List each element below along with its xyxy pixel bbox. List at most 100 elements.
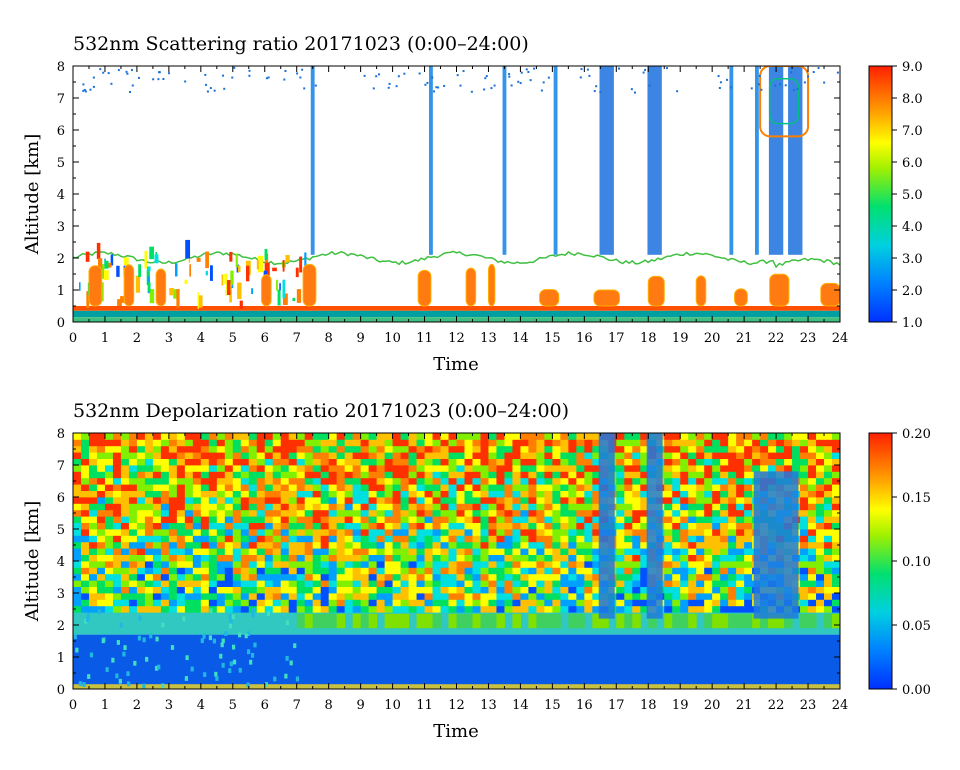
noise-cell — [592, 548, 601, 555]
noise-cell — [616, 567, 625, 575]
noise-cell — [256, 605, 266, 613]
noise-cell — [224, 452, 234, 459]
noise-cell — [632, 490, 641, 498]
noise-cell — [584, 516, 593, 523]
noise-cell — [296, 599, 306, 607]
noise-cell — [184, 445, 194, 453]
noise-cell — [200, 458, 210, 466]
noise-cell — [784, 452, 793, 459]
transition-cell — [328, 613, 338, 629]
noise-cell — [280, 561, 290, 568]
noise-cell — [736, 541, 745, 549]
noise-cell — [360, 593, 370, 600]
noise-cell — [696, 561, 705, 568]
noise-cell — [520, 458, 529, 466]
noise-cell — [616, 509, 625, 517]
noise-cell — [304, 465, 314, 472]
noise-cell — [832, 516, 840, 523]
noise-cell — [824, 548, 833, 555]
noise-cell — [552, 554, 561, 562]
noise-cell — [256, 573, 266, 581]
noise-cell — [640, 477, 649, 485]
aerosol-cell — [144, 250, 147, 269]
noise-cell — [464, 452, 473, 459]
noise-cell — [112, 458, 122, 466]
noise-speck — [431, 76, 434, 79]
noise-cell — [488, 529, 497, 536]
noise-cell — [320, 593, 330, 600]
morning-cell — [119, 622, 123, 628]
aerosol-cell — [147, 266, 151, 272]
noise-cell — [528, 522, 537, 530]
noise-cell — [376, 561, 385, 568]
noise-cell — [448, 593, 457, 600]
noise-cell — [712, 593, 721, 600]
noise-cell — [344, 605, 354, 613]
noise-cell — [512, 548, 521, 555]
noise-cell — [736, 522, 745, 530]
noise-cell — [224, 477, 234, 485]
noise-cell — [320, 471, 330, 479]
noise-speck — [547, 76, 550, 79]
noise-cell — [96, 529, 106, 536]
noise-cell — [512, 605, 521, 613]
noise-cell — [400, 433, 409, 440]
noise-cell — [488, 593, 497, 600]
aerosol-cell — [237, 265, 241, 273]
noise-cell — [352, 580, 362, 587]
noise-cell — [312, 445, 322, 453]
noise-cell — [232, 458, 242, 466]
noise-cell — [808, 497, 817, 504]
noise-cell — [536, 490, 545, 498]
noise-cell — [808, 439, 817, 447]
morning-cell — [84, 618, 88, 624]
noise-cell — [528, 516, 537, 523]
noise-cell — [552, 516, 561, 523]
noise-cell — [816, 573, 825, 581]
noise-speck — [82, 89, 85, 92]
noise-cell — [680, 522, 689, 530]
noise-cell — [384, 433, 393, 440]
noise-cell — [296, 433, 306, 440]
noise-cell — [768, 445, 777, 453]
noise-cell — [184, 593, 194, 600]
noise-cell — [480, 439, 489, 447]
noise-cell — [712, 503, 721, 511]
depolarization-y-axis-label: Altitude [km] — [22, 501, 43, 623]
noise-cell — [680, 599, 689, 607]
noise-cell — [336, 529, 346, 536]
noise-cell — [352, 445, 362, 453]
noise-cell — [280, 433, 290, 440]
noise-cell — [144, 445, 154, 453]
noise-cell — [536, 580, 545, 587]
noise-cell — [568, 503, 577, 511]
noise-cell — [280, 567, 290, 575]
noise-cell — [824, 445, 833, 453]
noise-cell — [328, 490, 338, 498]
noise-cell — [488, 465, 497, 472]
noise-cell — [280, 503, 290, 511]
noise-cell — [256, 509, 266, 517]
noise-cell — [480, 465, 489, 472]
noise-speck — [206, 90, 209, 93]
noise-cell — [208, 490, 218, 498]
noise-cell — [264, 433, 274, 440]
noise-cell — [536, 522, 545, 530]
noise-cell — [680, 580, 689, 587]
noise-cell — [264, 445, 274, 453]
noise-cell — [512, 541, 521, 549]
noise-cell — [720, 509, 729, 517]
noise-cell — [184, 503, 194, 511]
noise-cell — [576, 586, 585, 594]
noise-cell — [88, 490, 98, 498]
noise-cell — [416, 580, 425, 587]
noise-cell — [432, 605, 441, 613]
noise-cell — [280, 516, 290, 523]
transition-cell — [416, 613, 426, 629]
noise-cell — [120, 586, 130, 594]
noise-cell — [816, 452, 825, 459]
noise-cell — [80, 573, 90, 581]
aerosol-cell — [123, 257, 129, 266]
noise-cell — [400, 522, 409, 530]
noise-cell — [728, 452, 737, 459]
